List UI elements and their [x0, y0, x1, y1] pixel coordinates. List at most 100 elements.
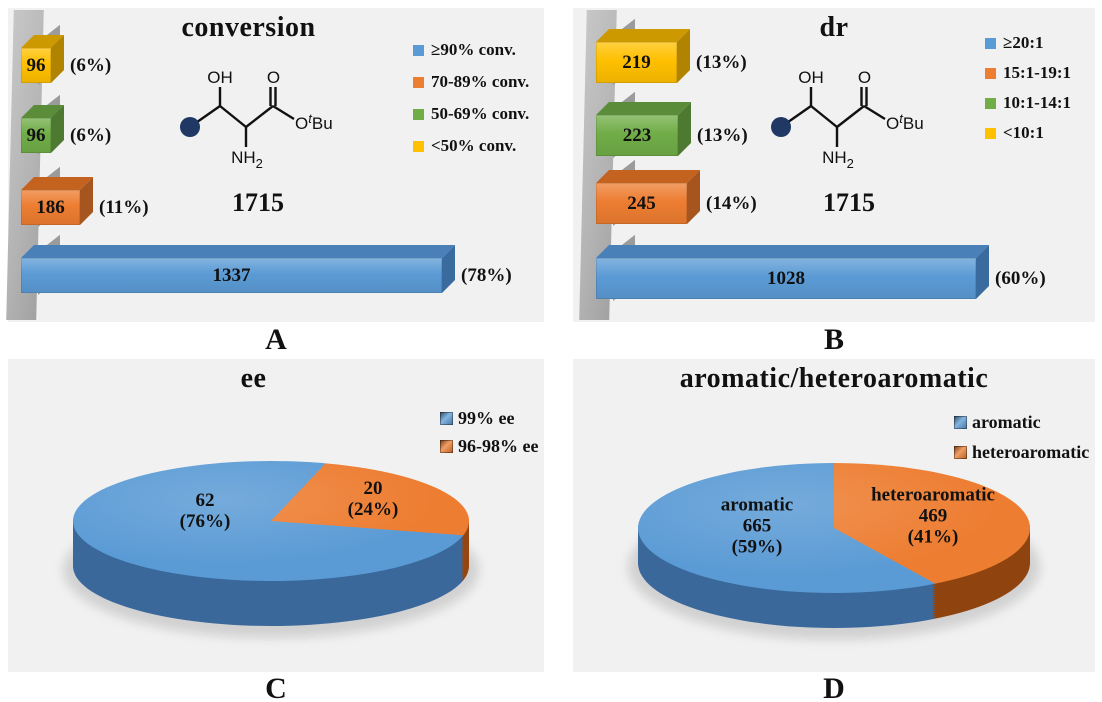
chart-title-aromatic: aromatic/heteroaromatic — [679, 363, 989, 394]
hydroxyl-label: OH — [798, 68, 824, 87]
molecule-structure: OH O OtBu NH2 — [771, 68, 924, 171]
bar-≥20:1: 1028 — [596, 245, 989, 299]
panel-d: heteroaromatic 469 (41%) aromatic 665 (59%) a… — [573, 359, 1095, 672]
legend-label: heteroaromatic — [972, 441, 1090, 462]
legend-item: 96-98% ee — [440, 432, 538, 460]
legend-item: <10:1 — [985, 118, 1071, 148]
pie-slice-label-heteroaromatic: heteroaromatic 469 (41%) — [871, 484, 995, 549]
panel-c: 20 (24%) 62 (76%) ee 99% ee 96-98% ee — [8, 359, 544, 672]
pie-label-line: 62 — [195, 490, 215, 512]
bar-pct-label: (13%) — [696, 51, 747, 73]
legend-marker-yellow — [985, 127, 996, 139]
amine-label: NH2 — [231, 148, 263, 171]
pie-label-line: (41%) — [907, 526, 959, 548]
r-group-ball-icon — [771, 117, 791, 137]
legend-marker-blue — [954, 415, 967, 429]
bar-top-face — [596, 245, 989, 258]
legend-label: ≥90% conv. — [431, 40, 516, 59]
bar-pct-label: (6%) — [70, 54, 112, 76]
bar-chart-conversion: 96 (6%) 96 (6%) 186 (11%) 1337 (78%) — [6, 8, 544, 322]
pie-label-line: heteroaromatic — [871, 484, 995, 506]
pie-label-line: 469 — [918, 505, 948, 527]
pie-label-line: 665 — [742, 515, 772, 537]
legend-marker-yellow — [413, 140, 424, 152]
bar-pct-label: (60%) — [995, 267, 1046, 289]
bar-10:1-14:1: 223 — [596, 102, 691, 156]
bar-top-face — [596, 170, 700, 183]
pie-top-surface — [638, 463, 1030, 593]
bar-value-label: 186 — [36, 196, 65, 218]
molecule-bonds — [189, 87, 295, 147]
legend-marker-orange — [954, 445, 967, 459]
molecule-structure: OH O OtBu NH2 — [180, 68, 333, 171]
bar-pct-label: (6%) — [70, 124, 112, 146]
bar-pct-label: (14%) — [706, 192, 757, 214]
legend-item: <50% conv. — [413, 130, 529, 162]
pie-slice-label-96-98% ee: 20 (24%) — [348, 478, 399, 521]
ester-otbu-label: OtBu — [886, 111, 924, 133]
legend-label: ≥20:1 — [1003, 33, 1044, 52]
legend-marker-orange — [413, 76, 424, 88]
bar-value-label: 96 — [26, 54, 46, 76]
legend-item: aromatic — [954, 407, 1089, 437]
legend-label: 50-69% conv. — [431, 104, 530, 123]
legend-marker-green — [985, 97, 996, 109]
ester-otbu-label: OtBu — [295, 111, 333, 133]
legend-label: 70-89% conv. — [431, 72, 530, 91]
legend-label: 99% ee — [458, 407, 515, 428]
legend-marker-blue — [413, 44, 424, 56]
bar-value-label: 1028 — [767, 267, 805, 289]
carbonyl-oxygen-label: O — [858, 68, 871, 87]
legend-aromatic: aromatic heteroaromatic — [954, 407, 1089, 467]
chart-title-ee: ee — [240, 363, 267, 394]
legend-item: 10:1-14:1 — [985, 88, 1071, 118]
legend-label: 15:1-19:1 — [1003, 63, 1071, 82]
legend-item: 15:1-19:1 — [985, 58, 1071, 88]
legend-item: ≥90% conv. — [413, 34, 529, 66]
bar-top-face — [21, 245, 455, 258]
panel-letter-d: D — [823, 672, 845, 702]
molecule-number: 1715 — [823, 188, 875, 217]
chart-title-conversion: conversion — [181, 12, 316, 43]
legend-item: ≥20:1 — [985, 28, 1071, 58]
pie-slice-label-99% ee: 62 (76%) — [180, 490, 231, 533]
pie-top-surface — [73, 461, 469, 581]
pie-label-line: aromatic — [720, 494, 794, 516]
bar-50-69% conv.: 96 — [21, 105, 64, 153]
legend-marker-blue — [985, 37, 996, 49]
pie-chart-aromatic: heteroaromatic 469 (41%) aromatic 665 (59%) — [573, 359, 1095, 672]
legend-marker-green — [413, 108, 424, 120]
legend-item: 70-89% conv. — [413, 66, 529, 98]
panel-b: 219 (13%) 223 (13%) 245 (14%) 1028 (60%) dr OH … — [573, 8, 1095, 322]
bar-value-label: 96 — [26, 124, 46, 146]
pie-slice-label-aromatic: aromatic 665 (59%) — [720, 494, 794, 559]
panel-letter-c: C — [265, 672, 287, 702]
panel-letter-a: A — [265, 323, 287, 356]
legend-label: <10:1 — [1003, 123, 1044, 142]
legend-marker-orange — [985, 67, 996, 79]
bar-≥90% conv.: 1337 — [21, 245, 455, 293]
bar-value-label: 223 — [622, 124, 652, 146]
bar-value-label: 245 — [627, 192, 656, 214]
hydroxyl-label: OH — [207, 68, 233, 87]
legend-ee: 99% ee 96-98% ee — [440, 404, 538, 460]
r-group-ball-icon — [180, 117, 200, 137]
legend-marker-blue — [440, 411, 453, 425]
amine-label: NH2 — [822, 148, 854, 171]
bar-value-label: 1337 — [212, 264, 251, 286]
legend-label: 10:1-14:1 — [1003, 93, 1071, 112]
bar-<10:1: 219 — [596, 29, 690, 83]
bar-value-label: 219 — [622, 51, 651, 73]
pie-label-line: 20 — [363, 478, 383, 500]
legend-item: 99% ee — [440, 404, 538, 432]
bar-pct-label: (78%) — [461, 264, 512, 286]
legend-marker-orange — [440, 439, 453, 453]
molecule-number: 1715 — [232, 188, 284, 217]
legend-dr: ≥20:1 15:1-19:1 10:1-14:1 <10:1 — [985, 28, 1071, 148]
pie-chart-ee: 20 (24%) 62 (76%) — [8, 359, 544, 672]
panel-letter-b: B — [823, 323, 844, 356]
legend-item: heteroaromatic — [954, 437, 1089, 467]
legend-conversion: ≥90% conv. 70-89% conv. 50-69% conv. <50… — [413, 34, 529, 162]
bar-<50% conv.: 96 — [21, 35, 64, 83]
